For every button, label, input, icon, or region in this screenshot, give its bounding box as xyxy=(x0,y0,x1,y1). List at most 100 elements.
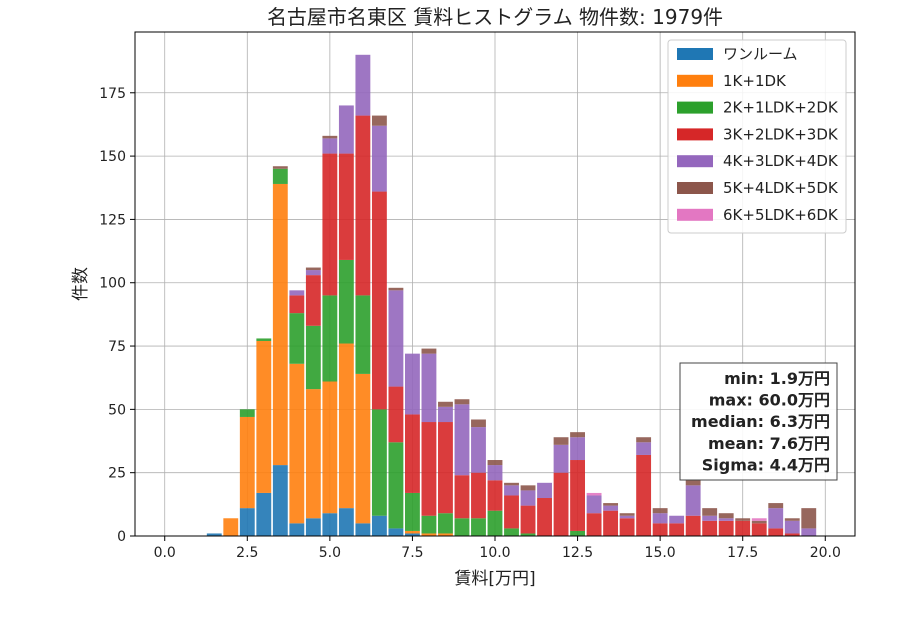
bar-segment xyxy=(239,409,255,417)
bar-segment xyxy=(669,523,685,536)
bar-segment xyxy=(801,508,817,529)
y-tick-label: 75 xyxy=(108,339,126,355)
bar-segment xyxy=(702,515,718,521)
x-tick-label: 17.5 xyxy=(727,545,758,561)
bar-segment xyxy=(272,166,288,169)
y-tick-label: 25 xyxy=(108,466,126,482)
bar-segment xyxy=(438,406,453,423)
legend-swatch xyxy=(677,48,713,60)
bar-segment xyxy=(487,465,503,481)
bar-segment xyxy=(388,442,404,529)
y-axis-label: 件数 xyxy=(71,267,91,301)
bar-segment xyxy=(405,530,420,534)
bar-segment xyxy=(603,503,619,506)
bar-segment xyxy=(801,528,817,536)
bar-segment xyxy=(471,518,486,536)
bar-segment xyxy=(272,183,288,466)
bar-segment xyxy=(570,530,585,536)
bar-segment xyxy=(256,492,272,536)
bar-segment xyxy=(702,508,718,516)
bar-segment xyxy=(338,259,354,344)
bar-segment xyxy=(371,191,387,410)
stats-line: mean: 7.6万円 xyxy=(708,434,830,453)
legend-label: 3K+2LDK+3DK xyxy=(723,125,839,143)
bar-segment xyxy=(305,267,321,271)
bar-segment xyxy=(223,518,239,536)
bar-segment xyxy=(371,115,387,126)
bar-segment xyxy=(718,518,734,521)
bar-segment xyxy=(338,153,354,260)
bar-segment xyxy=(504,495,519,529)
grid xyxy=(135,32,855,537)
legend-swatch xyxy=(677,128,713,141)
bar-segment xyxy=(305,325,321,390)
x-tick-label: 2.5 xyxy=(236,545,258,561)
bar-segment xyxy=(421,422,437,516)
y-tick-label: 175 xyxy=(99,86,126,102)
bar-segment xyxy=(256,338,272,341)
bar-segment xyxy=(619,515,635,519)
bar-segment xyxy=(685,485,701,516)
stats-line: max: 60.0万円 xyxy=(709,391,830,410)
bar-segment xyxy=(338,343,354,509)
bar-segment xyxy=(520,490,536,506)
chart-title: 名古屋市名東区 賃料ヒストグラム 物件数: 1979件 xyxy=(267,5,723,29)
y-tick-label: 50 xyxy=(108,402,126,418)
x-tick-label: 7.5 xyxy=(401,545,423,561)
legend-label: 5K+4LDK+5DK xyxy=(723,179,839,197)
bar-segment xyxy=(652,523,668,536)
bar-segment xyxy=(305,275,321,326)
bar-segment xyxy=(768,508,784,529)
legend-swatch xyxy=(677,101,713,114)
bar-segment xyxy=(586,495,602,514)
bar-segment xyxy=(669,515,685,524)
bar-segment xyxy=(322,153,338,296)
bar-segment xyxy=(471,419,486,428)
bar-segment xyxy=(305,518,321,536)
bar-segment xyxy=(768,503,784,509)
bar-segment xyxy=(636,442,652,455)
bar-segment xyxy=(685,480,701,486)
legend-swatch xyxy=(677,208,713,221)
bar-segment xyxy=(272,168,288,184)
bar-segment xyxy=(718,520,734,536)
bar-segment xyxy=(355,373,371,524)
legend-items: ワンルーム 1K+1DK 2K+1LDK+2DK 3K+2LDK+3DK 4K+3LDK… xyxy=(677,45,839,224)
bar-segment xyxy=(322,135,338,139)
bar-segment xyxy=(289,295,305,314)
bar-segment xyxy=(553,472,569,536)
bar-segment xyxy=(371,515,387,536)
stats-line: min: 1.9万円 xyxy=(724,369,830,388)
bar-segment xyxy=(355,54,371,116)
bar-segment xyxy=(289,290,305,296)
bar-segment xyxy=(355,115,371,296)
bar-segment xyxy=(636,454,652,536)
bar-segment xyxy=(421,348,437,354)
bar-segment xyxy=(520,485,536,491)
bar-segment xyxy=(454,404,470,476)
stats-box-frame xyxy=(679,362,838,481)
x-tick-label: 10.0 xyxy=(479,545,510,561)
bar-segment xyxy=(504,528,519,536)
bar-segment xyxy=(388,386,404,443)
x-axis-ticks: 0.0 2.5 5.0 7.5 10.0 12.5 15.0 17.5 20.0 xyxy=(154,536,841,561)
bar-segment xyxy=(454,518,470,536)
bar-segment xyxy=(487,510,503,536)
legend-label: 4K+3LDK+4DK xyxy=(723,152,839,170)
bar-segment xyxy=(438,422,453,514)
legend-label: 2K+1LDK+2DK xyxy=(723,99,839,117)
bar-segment xyxy=(338,508,354,536)
bar-segment xyxy=(322,138,338,154)
bar-segment xyxy=(553,437,569,445)
bar-segment xyxy=(586,513,602,536)
legend-label: ワンルーム xyxy=(723,45,798,63)
bar-segment xyxy=(256,340,272,493)
y-axis-ticks: 0 25 50 75 100 125 150 175 xyxy=(99,86,135,545)
bar-segment xyxy=(438,533,453,536)
bar-segment xyxy=(405,533,420,536)
bar-segment xyxy=(487,460,503,466)
bar-segment xyxy=(454,399,470,405)
bar-segment xyxy=(784,518,800,521)
bar-segment xyxy=(289,363,305,524)
bar-segment xyxy=(537,498,552,536)
